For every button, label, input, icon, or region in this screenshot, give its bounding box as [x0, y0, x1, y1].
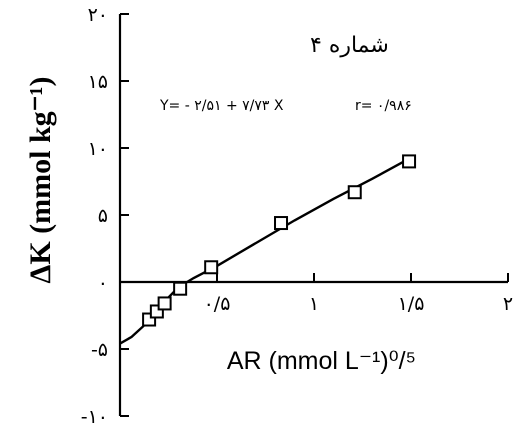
y-tick-label: -۱۰: [81, 406, 108, 423]
y-tick-label: ۱۵: [88, 71, 108, 93]
data-point: [157, 296, 172, 311]
y-axis-label: ΔK (mmol kg⁻¹): [24, 77, 57, 284]
correlation-coefficient: r= ۰/۹۸۶: [355, 98, 412, 114]
data-point: [173, 281, 188, 296]
x-tick-label: ۲: [503, 293, 513, 315]
x-tick-label: ۱: [309, 293, 319, 315]
y-tick-label: ۲۰: [88, 4, 108, 26]
data-point: [347, 185, 362, 200]
data-points: [142, 154, 417, 327]
y-tick-label: ۱۰: [88, 138, 108, 160]
data-point: [204, 260, 219, 275]
x-tick-label: ۰/۵: [204, 293, 231, 315]
x-axis-label: AR (mmol L⁻¹)⁰/⁵: [227, 347, 416, 375]
y-tick-label: -۵: [91, 339, 108, 361]
regression-equation: Y= - ۲/۵۱ + ۷/۷۳ X: [159, 98, 284, 114]
data-point: [274, 216, 289, 231]
data-point: [402, 154, 417, 169]
y-tick-label: ۵: [98, 205, 108, 227]
x-tick-label: ۱/۵: [398, 293, 425, 315]
chart-title: شماره ۴: [310, 33, 389, 58]
y-tick-label: ۰: [98, 272, 108, 294]
